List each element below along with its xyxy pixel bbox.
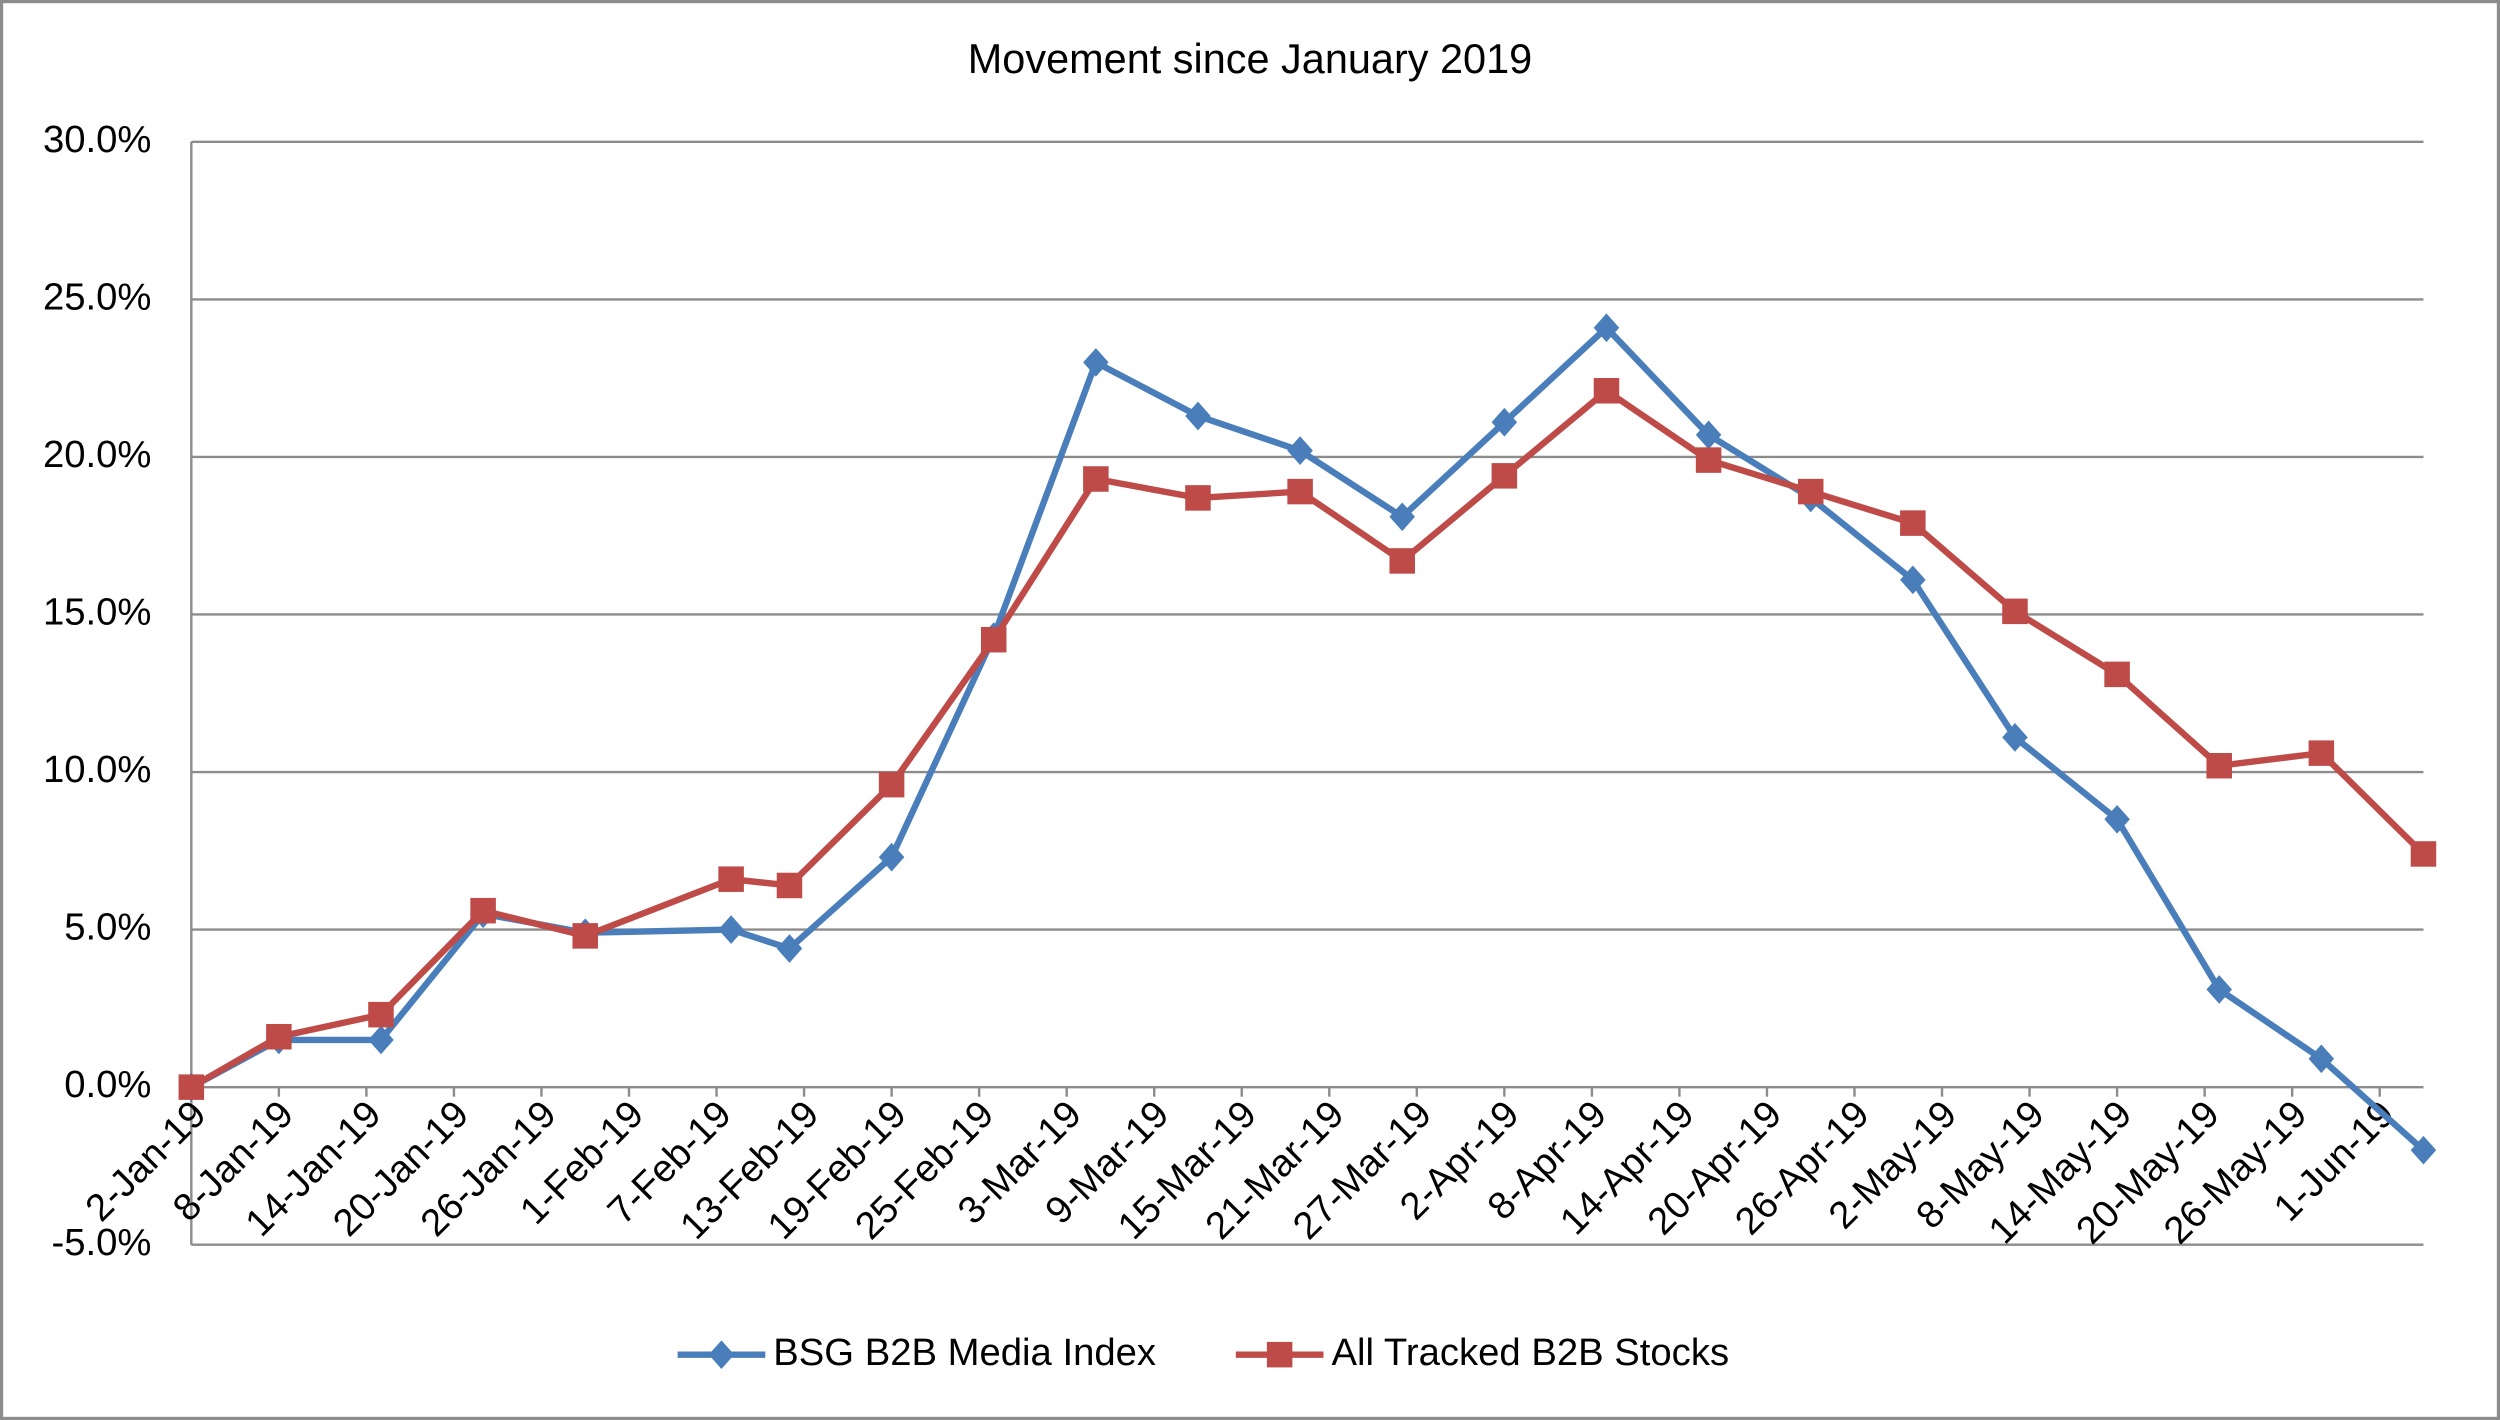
y-tick-label: 25.0% <box>43 276 151 319</box>
marker <box>1389 502 1415 532</box>
y-tick-label: 20.0% <box>43 433 151 476</box>
marker <box>1695 447 1722 473</box>
marker <box>2308 740 2335 766</box>
marker <box>1287 436 1313 465</box>
series <box>178 378 2437 1100</box>
marker <box>718 866 744 892</box>
marker <box>1491 463 1518 489</box>
marker <box>470 897 496 924</box>
marker <box>1797 478 1824 505</box>
marker <box>1695 420 1722 450</box>
marker <box>1266 1341 1293 1368</box>
marker <box>2308 1044 2335 1074</box>
marker <box>1593 378 1620 404</box>
y-tick-label: 10.0% <box>43 748 151 791</box>
marker <box>2410 1135 2437 1165</box>
legend-item: BSG B2B Media Index <box>677 1331 1156 1374</box>
marker <box>1593 313 1620 343</box>
y-tick-label: 15.0% <box>43 591 151 634</box>
marker <box>2002 598 2028 625</box>
marker <box>1287 478 1313 505</box>
marker <box>368 1001 394 1028</box>
marker <box>1491 407 1518 437</box>
legend-label: BSG B2B Media Index <box>773 1331 1156 1374</box>
marker <box>368 1025 394 1055</box>
marker <box>266 1023 292 1050</box>
marker <box>1185 485 1211 511</box>
marker <box>2410 841 2437 867</box>
marker <box>2206 752 2232 779</box>
marker <box>776 934 803 963</box>
marker <box>1900 565 1926 595</box>
marker <box>1083 466 1109 492</box>
marker <box>178 1074 205 1100</box>
marker <box>878 771 905 798</box>
chart-title: Movement since January 2019 <box>968 35 1532 82</box>
y-tick-label: 0.0% <box>64 1063 151 1106</box>
marker <box>718 915 744 944</box>
marker <box>572 923 598 949</box>
y-tick-label: 5.0% <box>64 906 151 949</box>
legend-item: All Tracked B2B Stocks <box>1235 1331 1729 1374</box>
y-tick-label: -5.0% <box>52 1221 152 1264</box>
marker <box>1185 401 1211 431</box>
marker <box>776 872 803 899</box>
marker <box>1083 348 1109 377</box>
marker <box>1389 548 1415 574</box>
y-tick-label: 30.0% <box>43 118 151 161</box>
marker <box>980 626 1007 653</box>
marker <box>2104 661 2130 688</box>
marker <box>1900 510 1926 536</box>
legend-label: All Tracked B2B Stocks <box>1331 1331 1729 1374</box>
marker <box>708 1340 735 1370</box>
